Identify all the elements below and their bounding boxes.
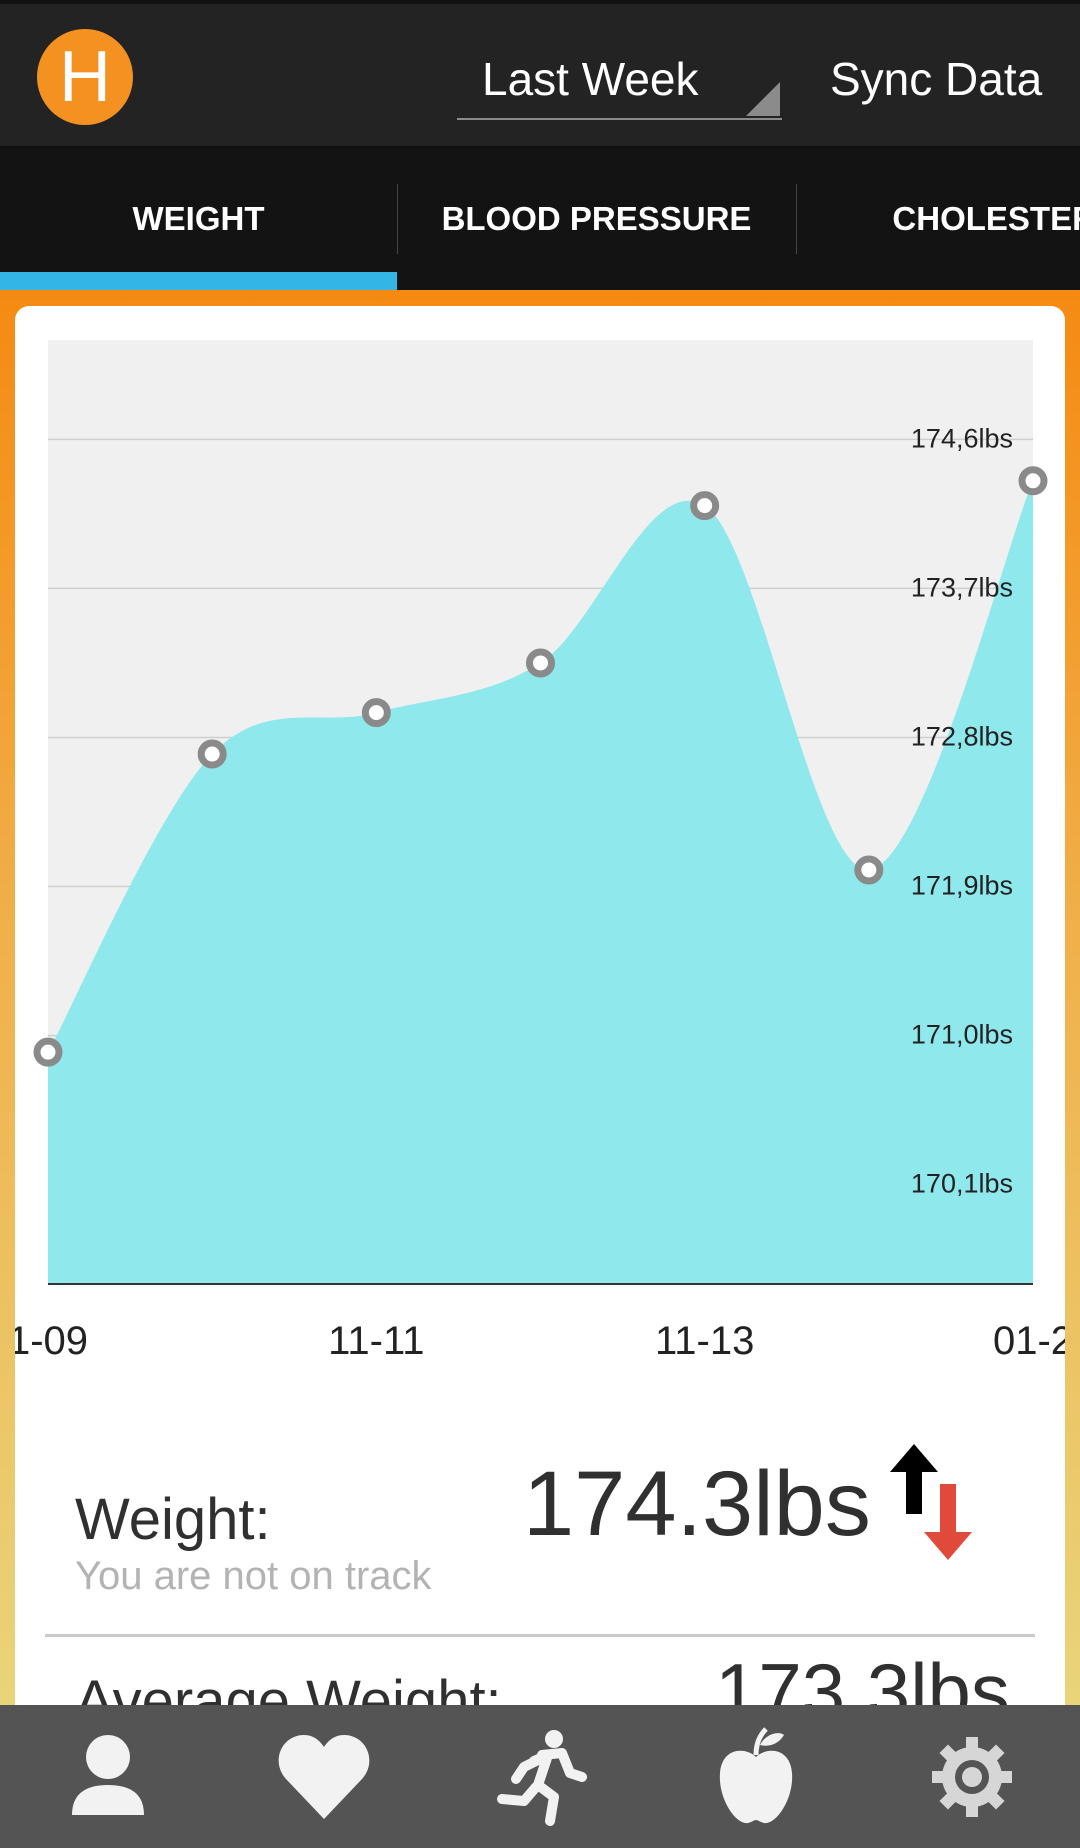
nav-activity[interactable] xyxy=(432,1705,648,1848)
section-divider xyxy=(45,1634,1035,1637)
tab-cholesterol[interactable]: CHOLESTERO xyxy=(892,200,1080,237)
period-dropdown[interactable]: Last Week xyxy=(457,44,782,120)
y-axis-label: 171,0lbs xyxy=(911,1020,1013,1050)
chart-data-point[interactable] xyxy=(526,648,555,678)
bottom-navigation xyxy=(0,1705,1080,1848)
chart-data-point[interactable] xyxy=(361,698,391,728)
nav-nutrition[interactable] xyxy=(648,1705,864,1848)
y-axis-label: 174,6lbs xyxy=(911,423,1013,453)
x-axis-label: 1-09 xyxy=(15,1319,88,1363)
y-axis-label: 173,7lbs xyxy=(911,572,1013,602)
tab-weight[interactable]: WEIGHT xyxy=(132,200,265,237)
x-axis-label: 11-13 xyxy=(655,1319,754,1363)
weight-status: You are not on track xyxy=(75,1554,432,1598)
nav-settings[interactable] xyxy=(864,1705,1080,1848)
profile-icon xyxy=(72,1735,144,1815)
weight-label: Weight: xyxy=(75,1487,271,1552)
x-axis-label: 11-11 xyxy=(328,1319,424,1363)
chart-data-point[interactable] xyxy=(197,739,227,769)
weight-value: 174.3lbs xyxy=(523,1453,871,1555)
y-axis-label: 170,1lbs xyxy=(911,1169,1013,1199)
app-logo[interactable]: H xyxy=(37,29,133,125)
weight-area-series xyxy=(48,480,1033,1284)
active-tab-indicator xyxy=(0,272,397,290)
metric-tabs: WEIGHT BLOOD PRESSURE CHOLESTERO xyxy=(0,148,1080,290)
tab-blood-pressure[interactable]: BLOOD PRESSURE xyxy=(441,200,752,237)
y-axis-label: 172,8lbs xyxy=(911,721,1013,751)
nav-profile[interactable] xyxy=(0,1705,216,1848)
weight-chart: 174,6lbs 173,7lbs 172,8lbs 171,9lbs 171,0lbs… xyxy=(15,340,1065,1363)
y-axis-label: 171,9lbs xyxy=(911,871,1013,901)
weight-card: 174,6lbs 173,7lbs 172,8lbs 171,9lbs 171,0lbs… xyxy=(15,306,1065,1726)
top-bar: H Last Week Sync Data xyxy=(0,0,1080,148)
dropdown-caret-icon xyxy=(746,82,780,116)
apple-icon xyxy=(719,1727,793,1824)
content-area: 174,6lbs 173,7lbs 172,8lbs 171,9lbs 171,0lbs… xyxy=(0,290,1080,1726)
trend-arrows-icon xyxy=(890,1444,972,1560)
chart-data-point[interactable] xyxy=(33,1037,63,1067)
nav-health[interactable] xyxy=(216,1705,432,1848)
tab-divider xyxy=(796,184,797,254)
sync-data-button[interactable]: Sync Data xyxy=(830,53,1043,105)
chart-data-point[interactable] xyxy=(1018,466,1048,496)
chart-data-point[interactable] xyxy=(854,855,884,885)
x-axis-label: 01-2 xyxy=(993,1319,1065,1363)
chart-data-point[interactable] xyxy=(690,491,720,521)
running-icon xyxy=(497,1730,587,1826)
heart-icon xyxy=(278,1735,370,1819)
settings-gear-icon xyxy=(932,1737,1012,1817)
tab-divider xyxy=(397,184,398,254)
period-dropdown-value: Last Week xyxy=(482,53,699,105)
